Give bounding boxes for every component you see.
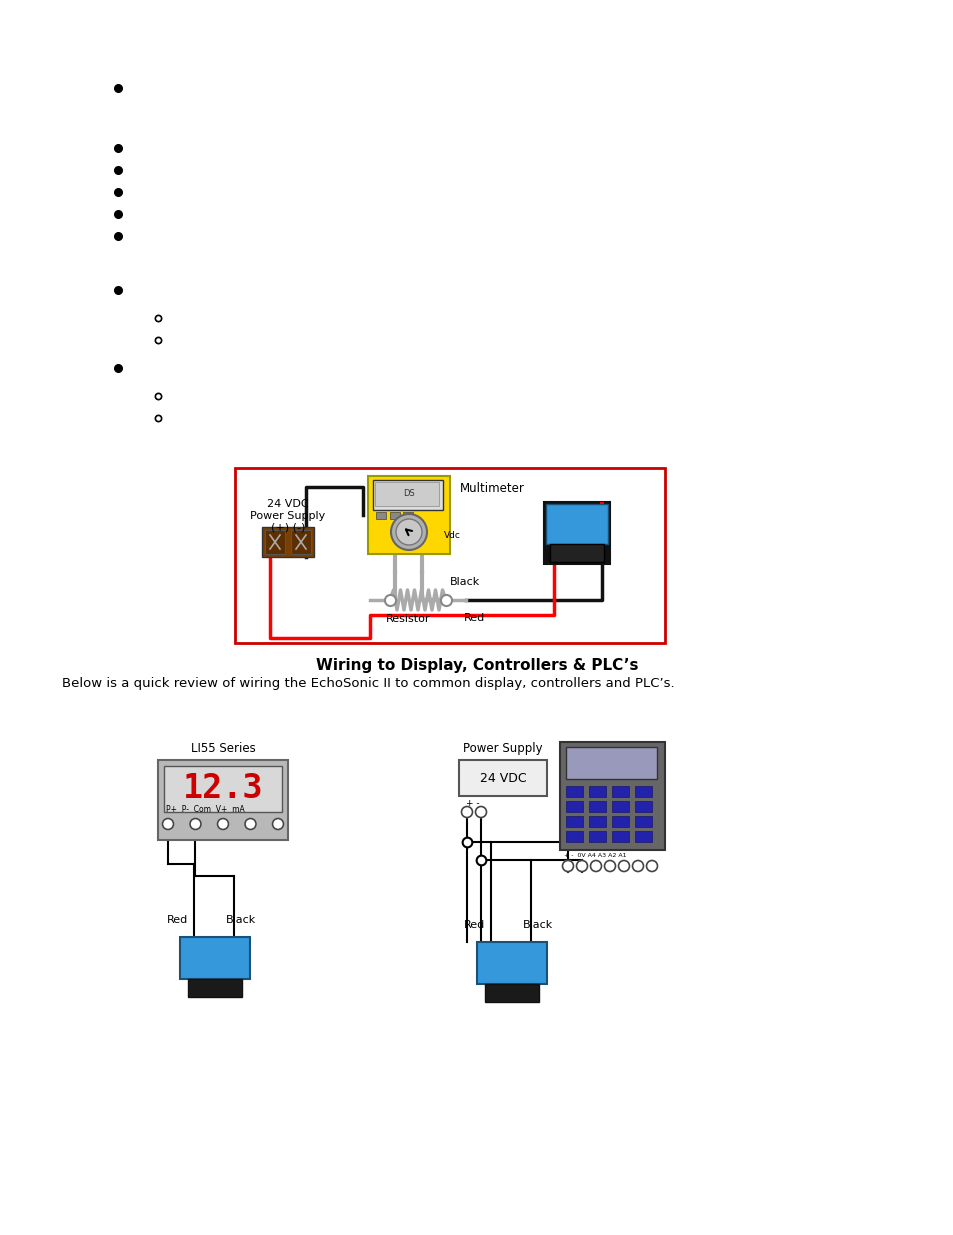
Bar bbox=[291, 530, 311, 555]
Text: 24 VDC: 24 VDC bbox=[267, 499, 309, 509]
Bar bbox=[373, 480, 442, 510]
Circle shape bbox=[646, 861, 657, 872]
Bar bbox=[375, 513, 386, 519]
Bar bbox=[612, 816, 628, 827]
Text: Vdc: Vdc bbox=[443, 531, 460, 540]
Text: Below is a quick review of wiring the EchoSonic II to common display, controller: Below is a quick review of wiring the Ec… bbox=[62, 677, 674, 690]
Text: Resistor: Resistor bbox=[385, 614, 430, 624]
Bar bbox=[588, 831, 605, 842]
Circle shape bbox=[576, 861, 587, 872]
Bar bbox=[588, 785, 605, 797]
Text: Red: Red bbox=[167, 915, 188, 925]
Text: Red: Red bbox=[463, 920, 484, 930]
Bar bbox=[635, 816, 651, 827]
Bar bbox=[543, 501, 609, 564]
Bar bbox=[375, 482, 438, 506]
Bar bbox=[545, 504, 607, 543]
Text: Black: Black bbox=[450, 577, 479, 587]
Bar bbox=[368, 475, 450, 555]
Text: 12.3: 12.3 bbox=[183, 773, 263, 805]
Bar bbox=[588, 816, 605, 827]
Bar bbox=[588, 802, 605, 811]
Bar bbox=[180, 937, 250, 979]
Circle shape bbox=[475, 806, 486, 818]
Circle shape bbox=[618, 861, 629, 872]
Bar bbox=[559, 742, 664, 850]
Bar bbox=[635, 802, 651, 811]
Bar bbox=[164, 766, 282, 811]
Bar bbox=[262, 527, 314, 557]
Bar bbox=[390, 513, 399, 519]
Bar bbox=[234, 468, 664, 643]
Circle shape bbox=[217, 819, 229, 830]
Circle shape bbox=[391, 514, 427, 550]
Bar bbox=[565, 785, 582, 797]
Circle shape bbox=[604, 861, 615, 872]
Text: + -  0V A4 A3 A2 A1: + - 0V A4 A3 A2 A1 bbox=[563, 853, 626, 858]
Text: Red: Red bbox=[463, 613, 485, 622]
Circle shape bbox=[190, 819, 201, 830]
Text: DS: DS bbox=[403, 489, 415, 499]
Text: Black: Black bbox=[522, 920, 553, 930]
Text: + -: + - bbox=[466, 799, 479, 808]
Circle shape bbox=[395, 519, 421, 545]
Text: Power Supply: Power Supply bbox=[250, 511, 325, 521]
Circle shape bbox=[273, 819, 283, 830]
Text: (+) (-): (+) (-) bbox=[271, 522, 305, 534]
Circle shape bbox=[461, 806, 472, 818]
Bar bbox=[565, 747, 657, 779]
Text: Power Supply: Power Supply bbox=[463, 742, 542, 755]
Bar bbox=[484, 984, 538, 1002]
Bar bbox=[550, 543, 603, 562]
Bar bbox=[565, 831, 582, 842]
Bar bbox=[635, 785, 651, 797]
Bar bbox=[612, 802, 628, 811]
Bar bbox=[476, 942, 546, 984]
Bar bbox=[565, 802, 582, 811]
Bar bbox=[612, 831, 628, 842]
Text: Wiring to Display, Controllers & PLC’s: Wiring to Display, Controllers & PLC’s bbox=[315, 658, 638, 673]
Circle shape bbox=[245, 819, 255, 830]
Bar bbox=[188, 979, 242, 997]
Bar bbox=[402, 513, 413, 519]
Bar bbox=[458, 760, 546, 797]
Circle shape bbox=[162, 819, 173, 830]
Text: 24 VDC: 24 VDC bbox=[479, 772, 526, 784]
Text: P+  P-  Com  V+  mA: P+ P- Com V+ mA bbox=[166, 805, 245, 814]
Text: Multimeter: Multimeter bbox=[459, 482, 524, 494]
Text: LI55 Series: LI55 Series bbox=[191, 742, 255, 755]
Circle shape bbox=[590, 861, 601, 872]
Circle shape bbox=[562, 861, 573, 872]
Bar bbox=[158, 760, 288, 840]
Bar bbox=[612, 785, 628, 797]
Circle shape bbox=[632, 861, 643, 872]
Bar bbox=[635, 831, 651, 842]
Text: Black: Black bbox=[226, 915, 256, 925]
Bar bbox=[265, 530, 285, 555]
Bar bbox=[565, 816, 582, 827]
